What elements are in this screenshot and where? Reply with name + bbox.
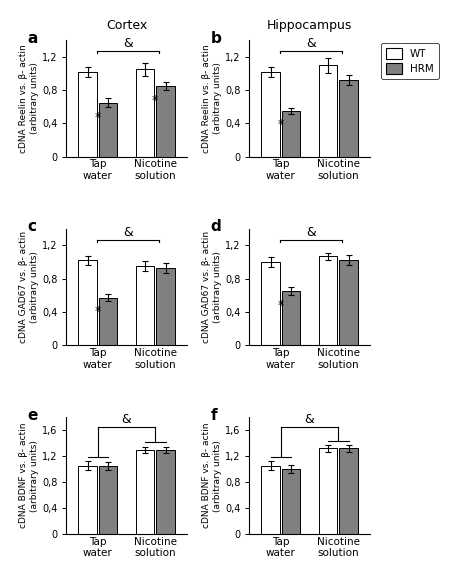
Text: *: * (95, 305, 101, 319)
Bar (156, 86, 175, 157)
Title: Cortex: Cortex (106, 19, 147, 32)
Title: Hippocampus: Hippocampus (267, 19, 352, 32)
Y-axis label: cDNA Reelin vs. β- actin
(arbitrary units): cDNA Reelin vs. β- actin (arbitrary unit… (202, 44, 222, 153)
Bar (136, 266, 154, 345)
Bar (99, 466, 118, 534)
Text: &: & (123, 37, 133, 50)
Bar (156, 268, 175, 345)
Bar (319, 256, 337, 345)
Bar (282, 291, 301, 345)
Text: &: & (306, 37, 316, 50)
Bar (78, 466, 97, 534)
Y-axis label: cDNA BDNF vs. β- actin
(arbitrary units): cDNA BDNF vs. β- actin (arbitrary units) (202, 423, 222, 528)
Text: e: e (28, 408, 38, 423)
Text: *: * (278, 118, 284, 131)
Text: &: & (305, 413, 314, 426)
Text: *: * (152, 94, 158, 107)
Text: b: b (211, 31, 222, 46)
Bar (136, 450, 154, 534)
Bar (261, 72, 280, 157)
Bar (99, 298, 118, 345)
Bar (99, 103, 118, 157)
Bar (136, 69, 154, 157)
Bar (339, 261, 358, 345)
Text: *: * (278, 300, 284, 312)
Bar (319, 448, 337, 534)
Text: *: * (95, 111, 101, 124)
Text: &: & (123, 226, 133, 239)
Bar (319, 65, 337, 157)
Bar (339, 448, 358, 534)
Bar (78, 261, 97, 345)
Bar (282, 111, 301, 157)
Legend: WT, HRM: WT, HRM (381, 43, 439, 79)
Text: f: f (211, 408, 218, 423)
Bar (261, 466, 280, 534)
Bar (156, 450, 175, 534)
Text: &: & (122, 413, 131, 426)
Text: a: a (28, 31, 38, 46)
Text: d: d (211, 219, 221, 234)
Y-axis label: cDNA Reelin vs. β- actin
(arbitrary units): cDNA Reelin vs. β- actin (arbitrary unit… (19, 44, 39, 153)
Text: c: c (28, 219, 37, 234)
Bar (261, 262, 280, 345)
Bar (78, 72, 97, 157)
Y-axis label: cDNA GAD67 vs. β- actin
(arbitrary units): cDNA GAD67 vs. β- actin (arbitrary units… (202, 231, 222, 343)
Y-axis label: cDNA BDNF vs. β- actin
(arbitrary units): cDNA BDNF vs. β- actin (arbitrary units) (19, 423, 39, 528)
Text: &: & (306, 226, 316, 239)
Bar (339, 80, 358, 157)
Y-axis label: cDNA GAD67 vs. β- actin
(arbitrary units): cDNA GAD67 vs. β- actin (arbitrary units… (19, 231, 39, 343)
Bar (282, 469, 301, 534)
